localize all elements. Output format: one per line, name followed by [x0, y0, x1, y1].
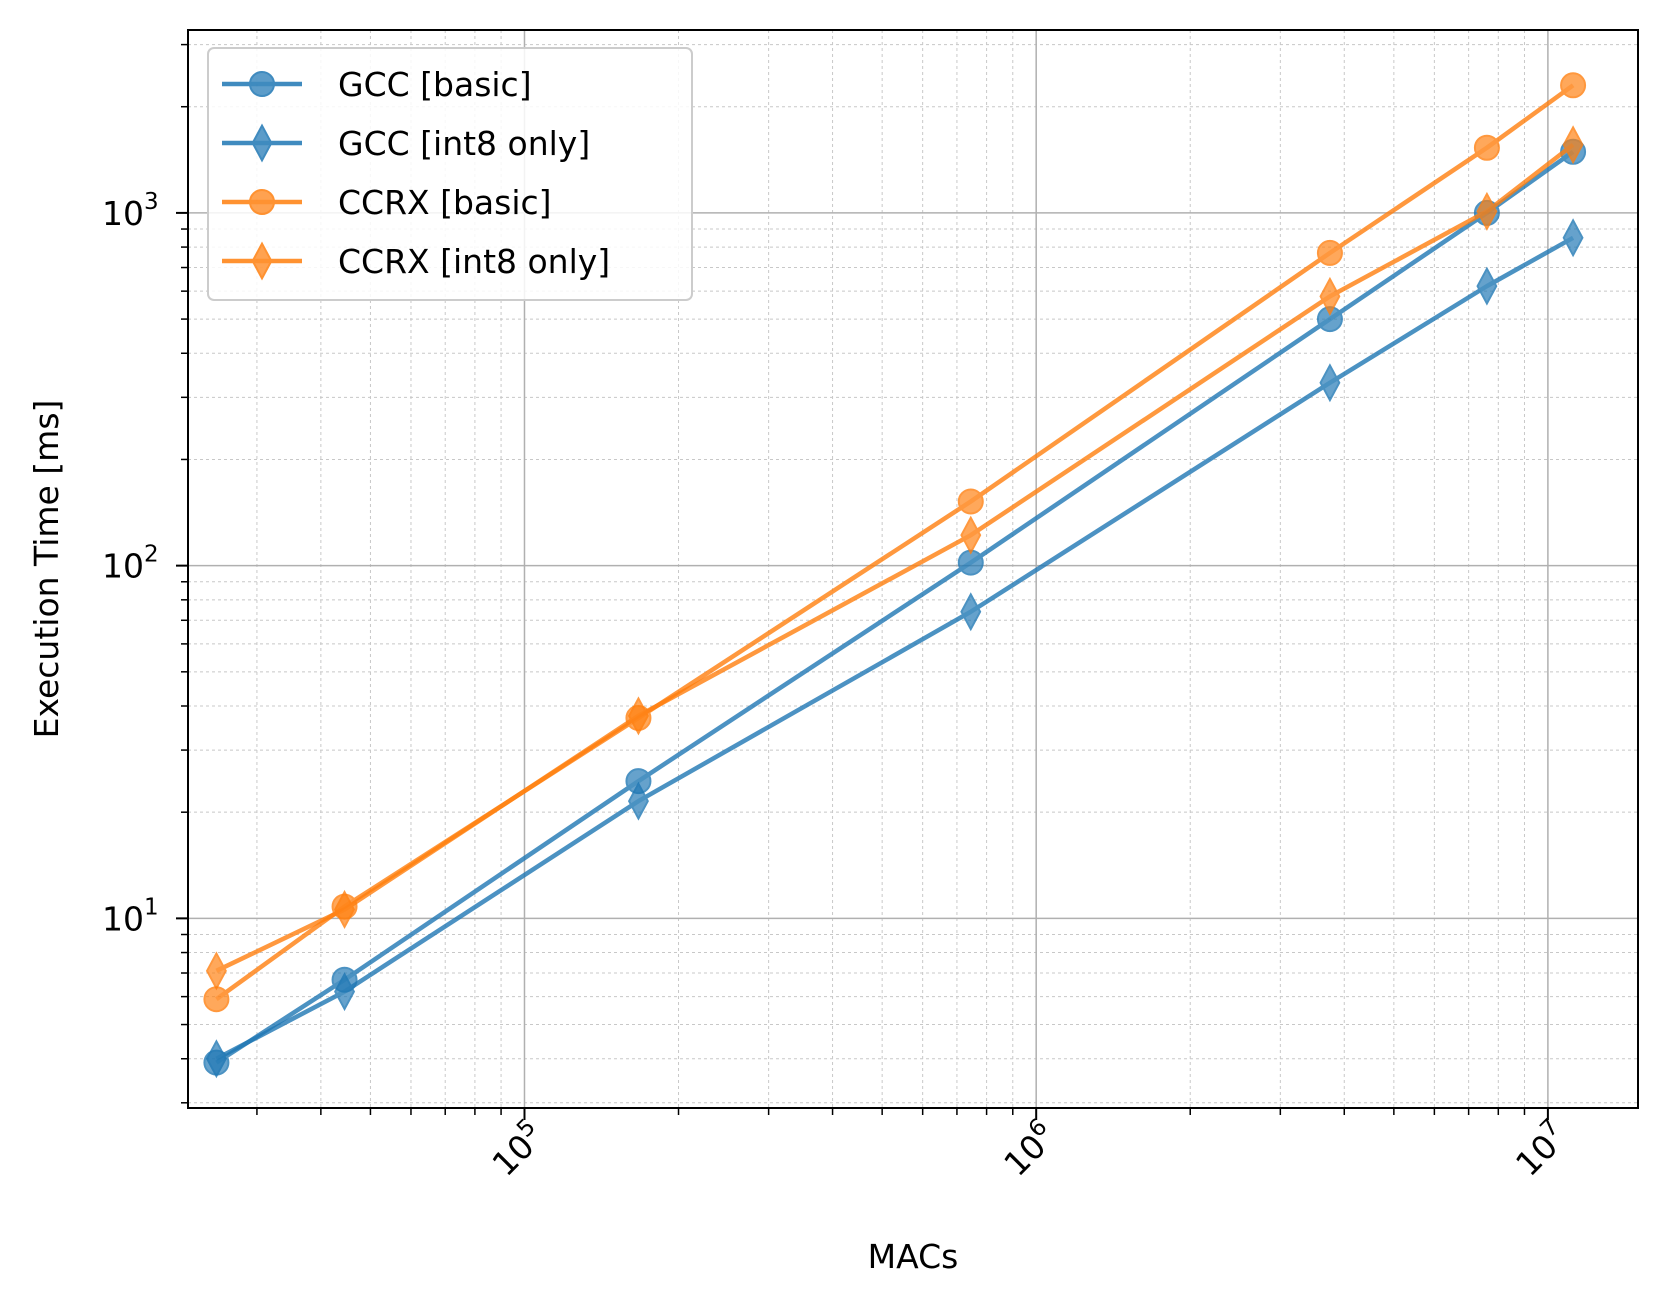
legend-item: [222, 123, 302, 163]
y-tick-label-exponent: 1: [144, 894, 159, 920]
legend-item: [222, 241, 302, 281]
data-point: [334, 972, 356, 1012]
data-point: [1560, 72, 1587, 99]
data-point: [960, 592, 982, 632]
legend-box: [207, 47, 693, 301]
y-tick-label-exponent: 3: [144, 189, 159, 215]
axes-frame: [187, 29, 1639, 1109]
data-point: [205, 951, 227, 991]
y-axis-label: Execution Time [ms]: [27, 400, 66, 739]
legend-item: [222, 71, 302, 97]
y-tick-label: 10: [102, 899, 144, 938]
data-point: [1319, 276, 1341, 316]
data-point: [334, 889, 356, 929]
data-point: [1319, 363, 1341, 403]
data-point: [1476, 191, 1498, 231]
legend-marker: [251, 123, 273, 163]
data-point: [957, 488, 984, 515]
data-point: [1473, 134, 1500, 161]
legend-label: GCC [basic]: [338, 65, 532, 104]
data-point: [203, 986, 230, 1013]
legend-marker: [249, 189, 275, 215]
legend-item: [222, 189, 302, 215]
legend-label: CCRX [basic]: [338, 183, 552, 222]
y-tick-label: 10: [102, 194, 144, 233]
y-tick-label-exponent: 2: [144, 542, 159, 568]
x-axis-label: MACs: [868, 1237, 959, 1276]
legend: GCC [basic] GCC [int8 only] CCRX [basic] CC…: [207, 47, 693, 301]
data-point: [627, 781, 649, 821]
data-point: [1316, 239, 1343, 266]
data-point: [960, 515, 982, 555]
data-point: [205, 1039, 227, 1079]
series-1: [205, 218, 1584, 1079]
data-point: [627, 696, 649, 736]
series-layer: [203, 72, 1587, 1079]
data-point: [1476, 266, 1498, 306]
legend-marker: [249, 71, 275, 97]
axis-ticks: [176, 43, 1549, 1120]
series-3: [205, 125, 1584, 991]
data-point: [1562, 218, 1584, 258]
legend-marker: [251, 241, 273, 281]
legend-label: GCC [int8 only]: [338, 124, 590, 163]
y-tick-label: 10: [102, 547, 144, 586]
data-point: [1562, 125, 1584, 165]
legend-label: CCRX [int8 only]: [338, 242, 610, 281]
